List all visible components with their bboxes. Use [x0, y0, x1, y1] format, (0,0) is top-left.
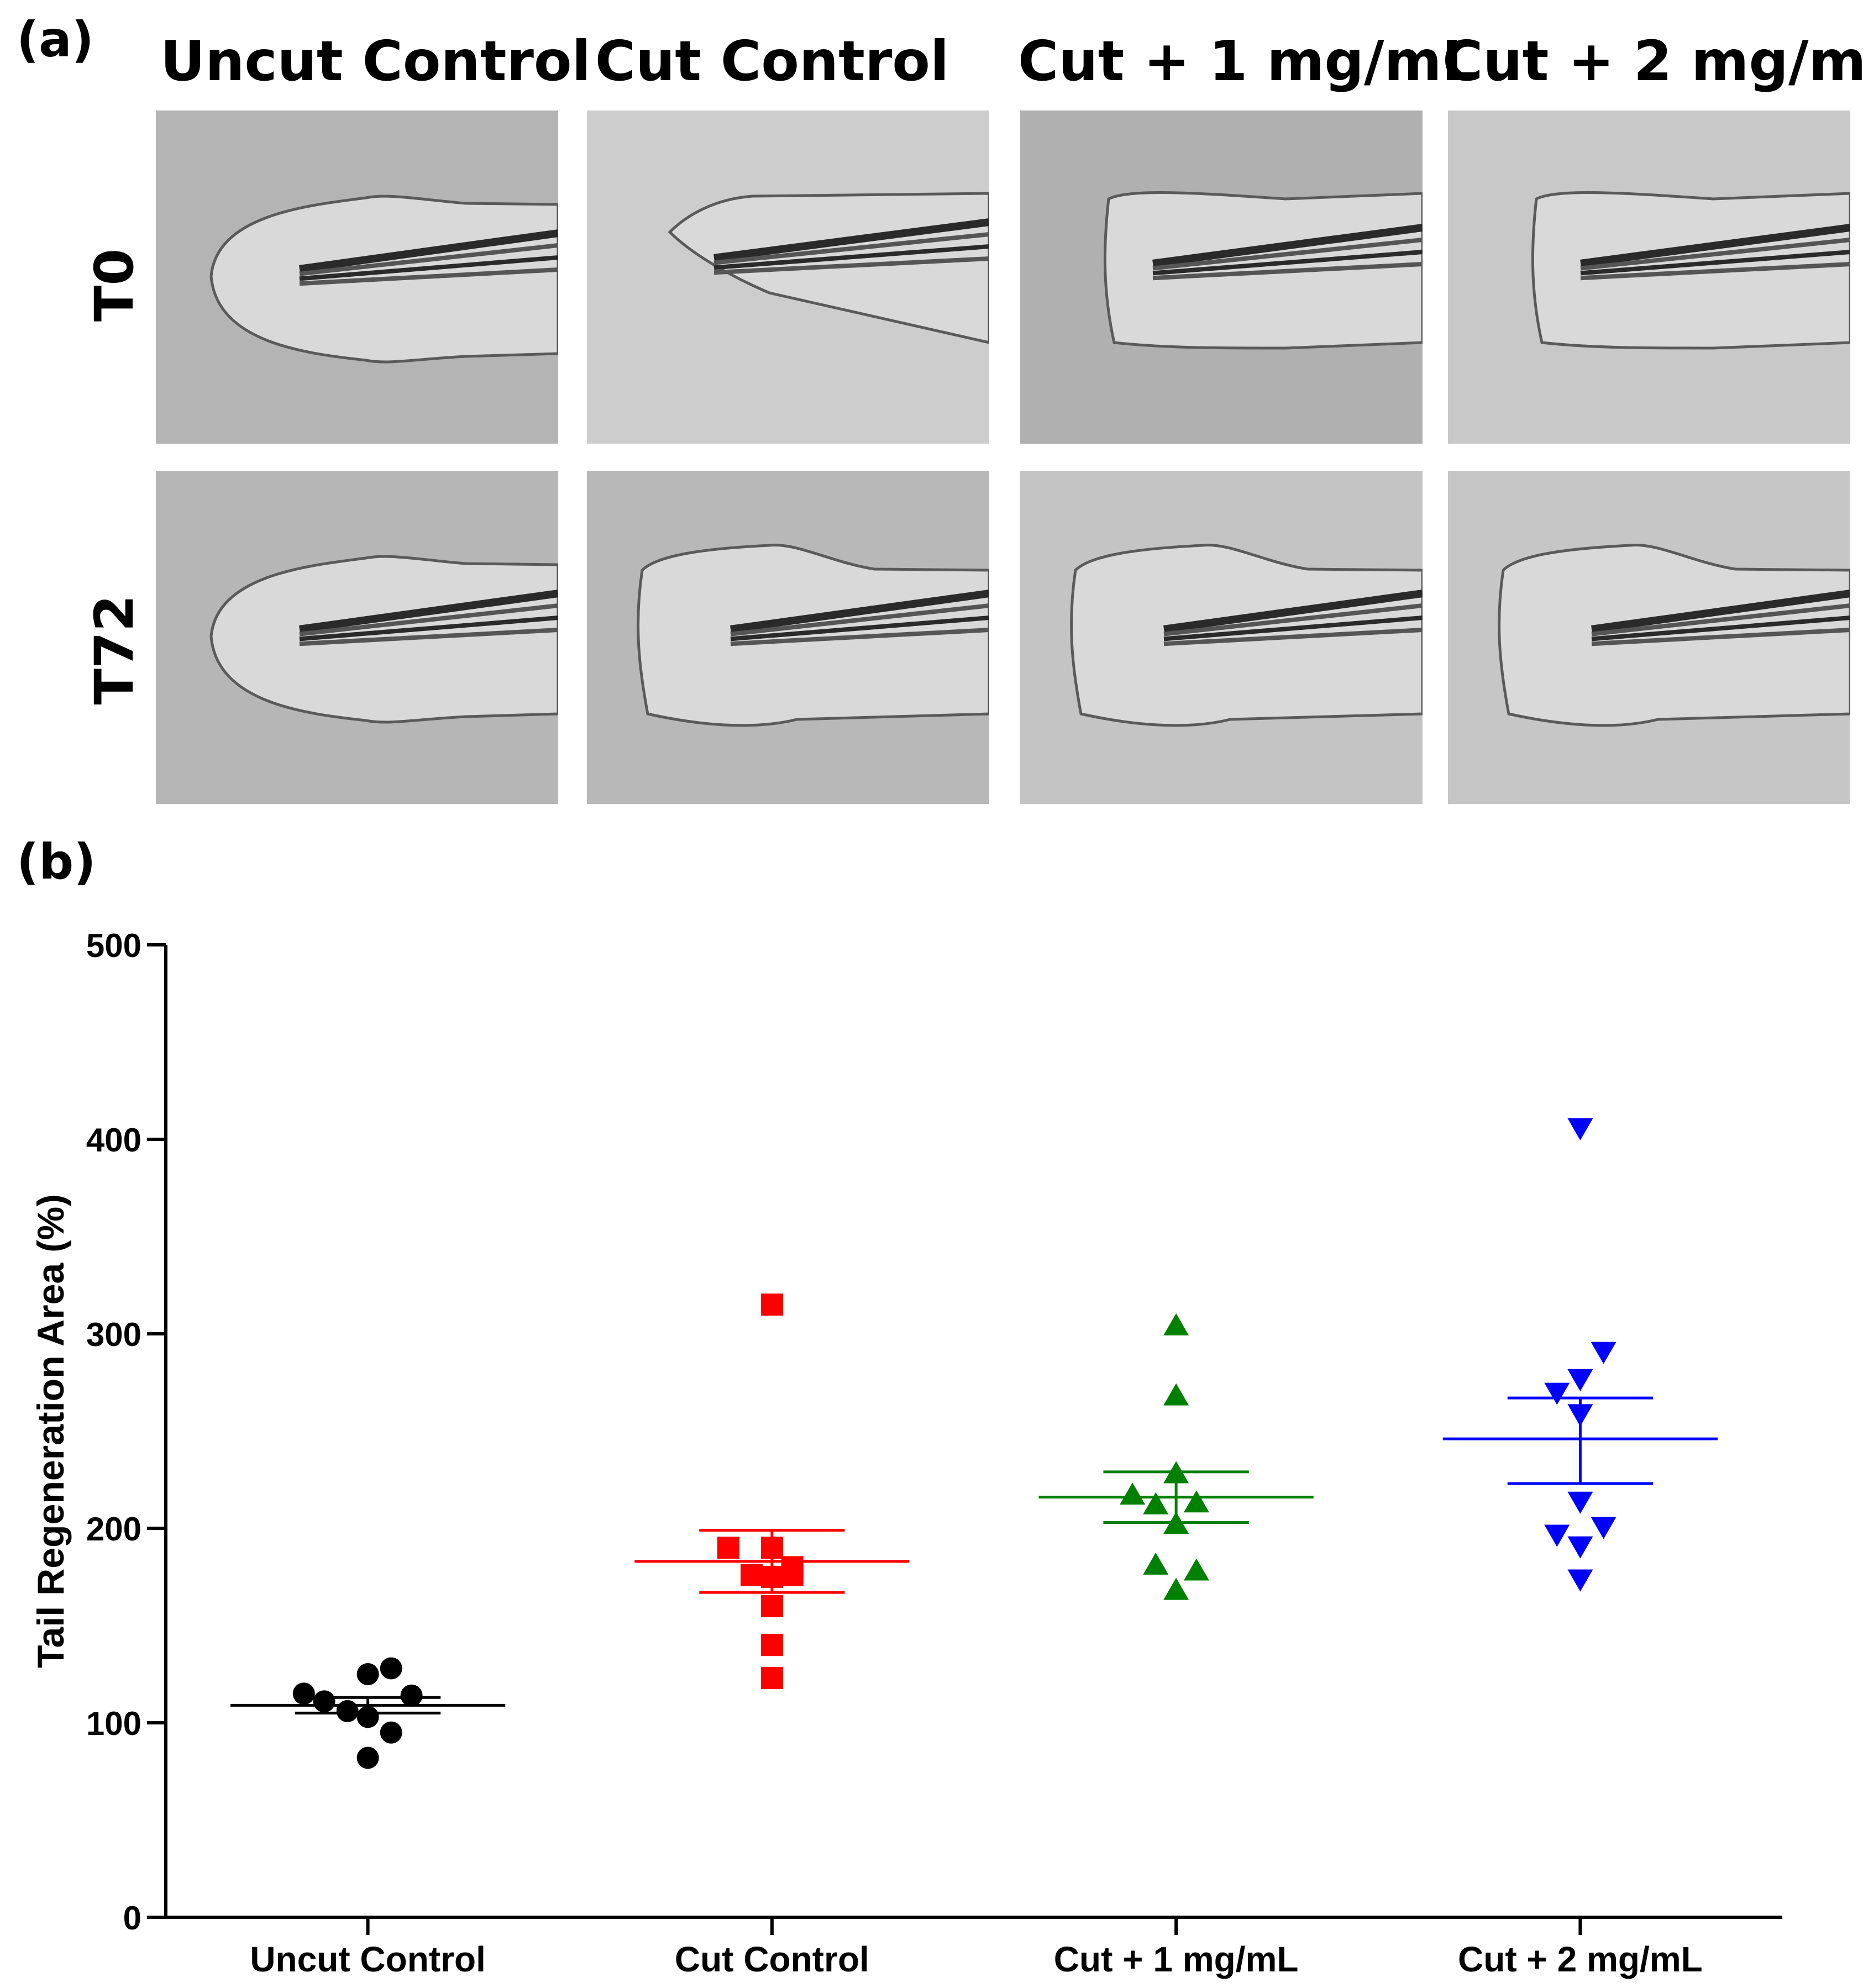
- micrograph-t72-1: [156, 471, 558, 804]
- data-point: [760, 1293, 783, 1316]
- micrograph-t0-4: [1448, 111, 1850, 444]
- row-header-t72: T72: [83, 595, 145, 705]
- micrograph-t0-3: [1020, 111, 1423, 444]
- data-point: [1143, 1492, 1169, 1514]
- micrograph-t0-1: [156, 111, 558, 444]
- data-point: [1183, 1558, 1209, 1581]
- micrograph-t72-2: [587, 471, 989, 804]
- data-point: [1591, 1517, 1617, 1539]
- data-point: [1567, 1536, 1593, 1559]
- data-point: [1544, 1382, 1570, 1405]
- tail-fin-outline: [1498, 544, 1850, 727]
- data-point: [1544, 1524, 1570, 1547]
- data-point: [1567, 1491, 1593, 1514]
- data-point: [741, 1564, 763, 1586]
- column-header-cut-1mg: Cut + 1 mg/mL: [1018, 29, 1477, 93]
- x-tick-label: Uncut Control: [250, 1939, 486, 1979]
- data-point: [292, 1682, 315, 1705]
- y-axis-title: Tail Regeneration Area (%): [30, 1194, 72, 1668]
- data-point: [760, 1595, 783, 1617]
- tail-fin-outline: [1070, 544, 1423, 727]
- micrograph-t72-4: [1448, 471, 1850, 804]
- data-point: [1591, 1342, 1617, 1364]
- column-header-uncut-control: Uncut Control: [160, 29, 591, 93]
- micrograph-t0-2: [587, 111, 989, 444]
- y-tick-label: 500: [86, 927, 141, 964]
- data-point: [1567, 1118, 1593, 1140]
- x-tick-label: Cut + 1 mg/mL: [1054, 1939, 1299, 1979]
- tail-fin-outline: [637, 544, 989, 727]
- data-point: [356, 1706, 379, 1728]
- scatter-chart: 0 100 200 300 400 500 Tail Regeneration Area (…: [30, 927, 1782, 1979]
- y-tick-label: 300: [86, 1316, 141, 1353]
- data-point: [313, 1690, 335, 1713]
- data-point: [380, 1657, 402, 1680]
- row-header-t0: T0: [83, 248, 145, 322]
- data-point: [781, 1556, 804, 1579]
- data-point: [1567, 1569, 1593, 1592]
- panel-a-label: (a): [17, 11, 94, 68]
- y-tick-label: 400: [86, 1122, 141, 1159]
- micrograph-t72-3: [1020, 471, 1423, 804]
- data-point: [1567, 1369, 1593, 1391]
- column-header-cut-control: Cut Control: [595, 29, 949, 93]
- data-point: [717, 1537, 739, 1559]
- y-tick-label: 100: [86, 1705, 141, 1742]
- column-header-cut-2mg: Cut + 2 mg/mL: [1442, 29, 1863, 93]
- data-point: [1183, 1490, 1209, 1513]
- data-point: [1163, 1383, 1189, 1406]
- data-point: [1143, 1552, 1169, 1575]
- panel-b-label: (b): [17, 833, 96, 890]
- data-point: [1120, 1482, 1146, 1505]
- data-point: [336, 1700, 359, 1722]
- x-tick-label: Cut + 2 mg/mL: [1458, 1939, 1703, 1979]
- data-point: [1163, 1313, 1189, 1335]
- data-point: [356, 1747, 379, 1769]
- data-point: [380, 1721, 402, 1744]
- y-tick-label: 0: [123, 1900, 141, 1937]
- data-point: [760, 1667, 783, 1690]
- y-tick-label: 200: [86, 1511, 141, 1548]
- data-point: [760, 1634, 783, 1656]
- data-point: [400, 1684, 423, 1707]
- x-tick-label: Cut Control: [675, 1939, 869, 1979]
- data-point: [1163, 1577, 1189, 1600]
- data-point: [356, 1663, 379, 1685]
